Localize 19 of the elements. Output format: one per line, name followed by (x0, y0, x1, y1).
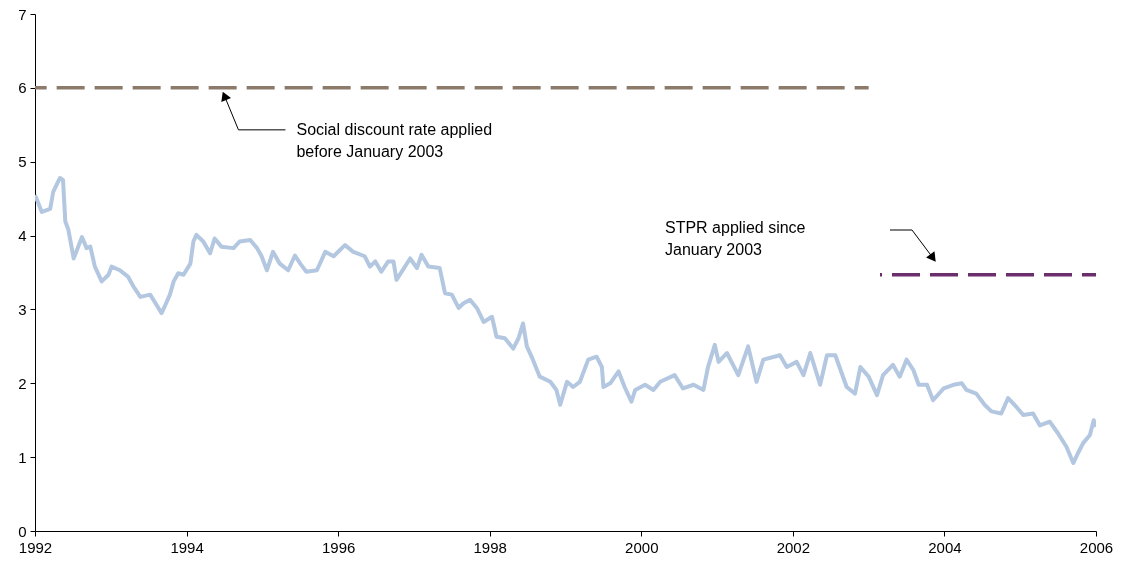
annotation: STPR applied since January 2003 (665, 219, 806, 258)
line-series (35, 175, 1096, 466)
x-tick-label: 2006 (1079, 538, 1114, 556)
x-tick-label: 1992 (18, 538, 53, 556)
x-tick-label: 2002 (776, 538, 811, 556)
y-tick-label: 7 (18, 5, 27, 23)
x-tick-label: 2000 (625, 538, 659, 556)
x-tick-label: 2004 (928, 538, 962, 556)
x-tick-label: 1994 (170, 538, 204, 556)
y-tick-label: 6 (18, 79, 27, 97)
y-tick-label: 0 (18, 522, 27, 540)
y-tick-label: 5 (18, 153, 27, 171)
y-tick-label: 2 (18, 374, 27, 392)
y-tick-label: 1 (18, 448, 27, 466)
x-tick-label: 1996 (321, 538, 356, 556)
annotation: Social discount rate applied before January 2003 (296, 120, 493, 160)
y-tick-label: 3 (18, 300, 27, 318)
y-tick-label: 4 (18, 227, 27, 245)
x-tick-label: 1998 (473, 538, 507, 556)
